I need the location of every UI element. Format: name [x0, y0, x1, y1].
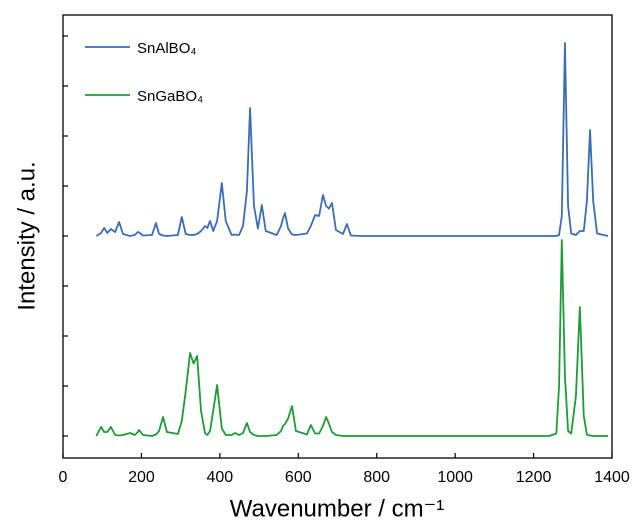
- x-tick-label: 800: [363, 469, 390, 486]
- legend-label: SnAlBO₄: [137, 40, 196, 57]
- spectrum-line: [95, 42, 609, 237]
- x-tick-label: 600: [285, 469, 312, 486]
- x-tick-label: 1400: [594, 469, 630, 486]
- x-tick-label: 1200: [516, 469, 552, 486]
- y-axis-label: Intensity / a.u.: [13, 161, 40, 310]
- legend-label: SnGaBO₄: [137, 88, 203, 105]
- plot-frame: [62, 14, 613, 459]
- x-axis-label: Wavenumber / cm⁻¹: [230, 495, 445, 522]
- x-tick-label: 200: [128, 469, 155, 486]
- spectrum-line: [95, 239, 609, 437]
- x-tick-label: 0: [59, 469, 68, 486]
- x-tick-label: 400: [207, 469, 234, 486]
- x-tick-label: 1000: [437, 469, 473, 486]
